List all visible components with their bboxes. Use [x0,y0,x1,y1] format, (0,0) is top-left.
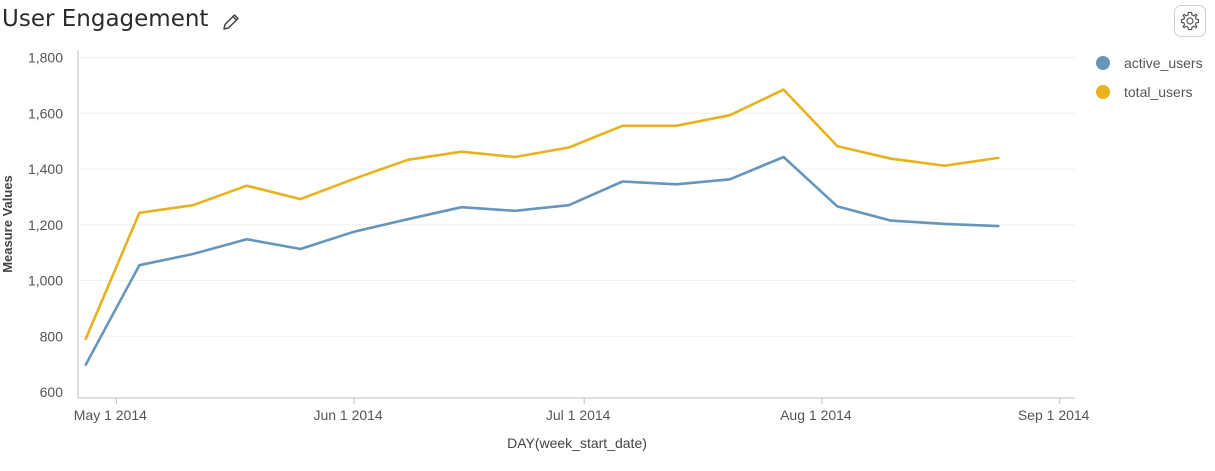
legend-swatch [1096,56,1110,70]
legend: active_users total_users [1096,55,1203,100]
x-tick-label: Jul 1 2014 [546,407,611,423]
y-axis-label: Measure Values [0,175,15,273]
series-line-total_users [84,88,1000,341]
legend-label: total_users [1124,84,1192,100]
gear-icon [1180,11,1200,31]
x-tick-label: May 1 2014 [74,407,147,423]
x-tick-label: Aug 1 2014 [780,407,852,423]
x-tick-label: Sep 1 2014 [1018,407,1090,423]
series-line-active_users [84,155,1000,367]
pencil-icon[interactable] [221,12,241,32]
y-tick-label: 800 [40,328,64,344]
y-tick-label: 1,800 [28,50,63,66]
legend-item-total_users: total_users [1096,84,1192,100]
y-tick-label: 1,400 [28,161,63,177]
y-tick-label: 1,200 [28,217,63,233]
x-axis-ticks: May 1 2014 Jun 1 2014 Jul 1 2014 Aug 1 2014… [74,398,1090,423]
y-tick-label: 1,000 [28,273,63,289]
settings-button[interactable] [1174,5,1206,37]
y-tick-label: 600 [40,384,64,400]
series-lines [84,88,1000,367]
x-axis-label: DAY(week_start_date) [507,435,647,451]
page-title: User Engagement [2,6,209,32]
legend-label: active_users [1124,55,1203,71]
gridlines [78,57,1075,337]
legend-swatch [1096,85,1110,99]
y-axis-ticks: 600 800 1,000 1,200 1,400 1,600 1,800 [28,50,63,401]
y-tick-label: 1,600 [28,105,63,121]
x-tick-label: Jun 1 2014 [313,407,382,423]
legend-item-active_users: active_users [1096,55,1203,71]
